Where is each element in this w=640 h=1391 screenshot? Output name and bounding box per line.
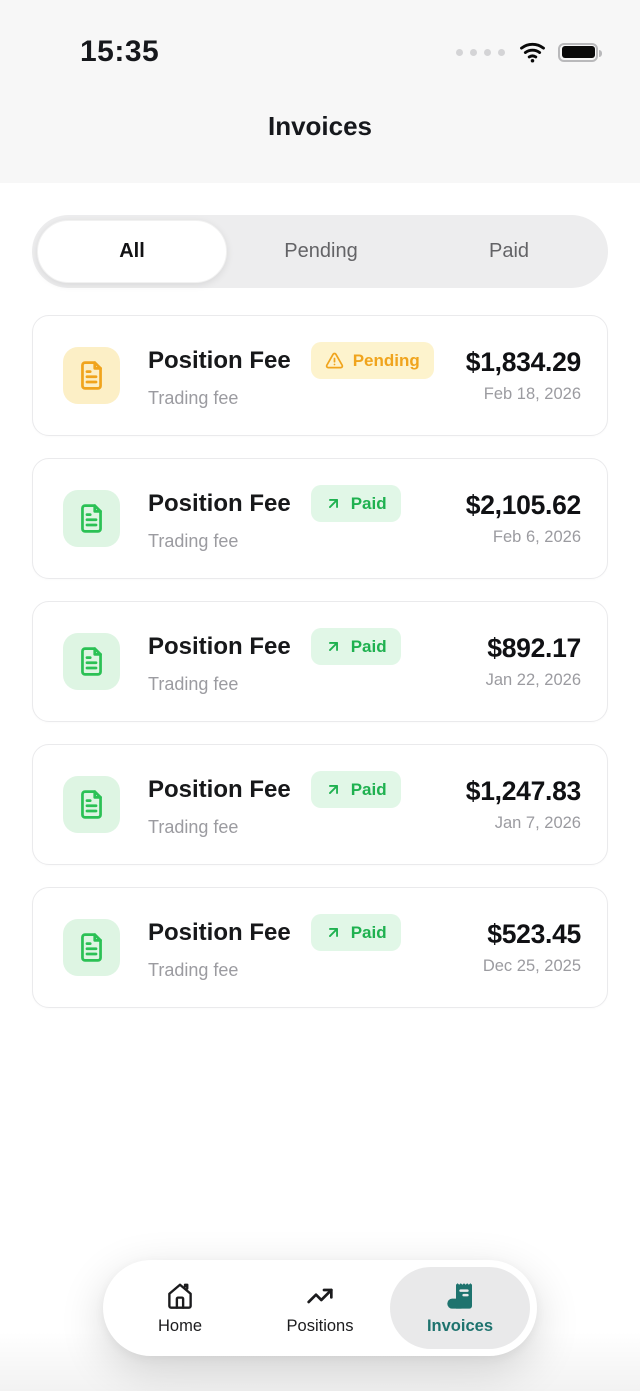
invoice-title: Position Fee <box>148 775 291 803</box>
clock: 15:35 <box>80 35 160 68</box>
invoice-date: Feb 6, 2026 <box>492 528 581 546</box>
file-text-icon <box>81 647 102 676</box>
invoice-main: Position Fee Paid Trading fee <box>148 628 458 695</box>
invoice-icon-box <box>63 919 120 976</box>
invoice-date: Jan 7, 2026 <box>494 814 581 832</box>
invoice-subtitle: Trading fee <box>148 388 239 408</box>
status-badge-label: Paid <box>350 779 387 799</box>
signal-dots-icon <box>456 48 505 56</box>
status-bar: 15:35 <box>0 0 640 76</box>
status-badge: Paid <box>310 485 401 522</box>
invoice-main: Position Fee Paid Trading fee <box>148 914 455 981</box>
invoice-subtitle: Trading fee <box>148 960 239 980</box>
nav-item-home[interactable]: Home <box>110 1267 250 1349</box>
invoice-amount: $2,105.62 <box>465 490 582 520</box>
top-section: 15:35 Invoices <box>0 0 640 183</box>
invoice-title: Position Fee <box>148 346 291 374</box>
warning-icon <box>325 352 343 369</box>
invoice-date: Jan 22, 2026 <box>485 671 581 689</box>
invoice-amount-block: $892.17 Jan 22, 2026 <box>485 633 582 690</box>
nav-item-label: Positions <box>286 1317 354 1335</box>
invoice-subtitle: Trading fee <box>148 531 239 551</box>
arrow-up-right-icon <box>328 642 338 651</box>
status-icons <box>456 41 602 63</box>
status-badge: Paid <box>310 628 401 665</box>
nav-item-invoices[interactable]: Invoices <box>390 1267 530 1349</box>
battery-icon <box>558 42 602 62</box>
home-icon <box>165 1280 195 1312</box>
invoice-date: Feb 18, 2026 <box>483 385 581 403</box>
tab-all[interactable]: All <box>37 220 227 283</box>
invoice-amount: $523.45 <box>487 919 581 949</box>
status-badge: Paid <box>310 771 401 808</box>
invoice-card[interactable]: Position Fee Pending Trading fee $1,834.… <box>32 315 608 436</box>
file-text-icon <box>81 504 102 533</box>
nav-item-label: Invoices <box>426 1317 494 1335</box>
invoice-amount-block: $1,247.83 Jan 7, 2026 <box>465 776 582 833</box>
arrow-up-right-icon <box>328 499 338 508</box>
receipt-icon <box>444 1280 476 1312</box>
invoice-amount-block: $1,834.29 Feb 18, 2026 <box>465 347 582 404</box>
status-badge-label: Pending <box>352 350 420 370</box>
arrow-up-right-icon <box>328 785 338 794</box>
nav-item-positions[interactable]: Positions <box>250 1267 390 1349</box>
file-text-icon <box>81 933 102 962</box>
invoice-amount-block: $2,105.62 Feb 6, 2026 <box>465 490 582 547</box>
invoice-title: Position Fee <box>148 632 291 660</box>
invoice-main: Position Fee Pending Trading fee <box>148 342 438 409</box>
trending-up-icon <box>304 1280 336 1312</box>
invoice-card[interactable]: Position Fee Paid Trading fee $2,105.62 … <box>32 458 608 579</box>
invoice-icon-box <box>63 347 120 404</box>
status-badge: Paid <box>310 914 401 951</box>
invoice-main: Position Fee Paid Trading fee <box>148 771 438 838</box>
invoice-amount-block: $523.45 Dec 25, 2025 <box>483 919 581 976</box>
status-badge-label: Paid <box>350 636 387 656</box>
invoice-date: Dec 25, 2025 <box>482 957 581 975</box>
invoice-card[interactable]: Position Fee Paid Trading fee $892.17 Ja… <box>32 601 608 722</box>
status-badge-label: Paid <box>350 493 387 513</box>
status-badge: Pending <box>310 342 434 379</box>
invoice-list: Position Fee Pending Trading fee $1,834.… <box>32 315 608 1008</box>
invoice-amount: $1,834.29 <box>465 347 582 377</box>
filter-tabs: All Pending Paid <box>32 215 608 288</box>
invoice-icon-box <box>63 633 120 690</box>
invoice-title: Position Fee <box>148 918 291 946</box>
nav-item-label: Home <box>157 1317 202 1335</box>
invoice-icon-box <box>63 776 120 833</box>
invoice-card[interactable]: Position Fee Paid Trading fee $1,247.83 … <box>32 744 608 865</box>
file-text-icon <box>81 790 102 819</box>
invoice-amount: $892.17 <box>487 633 581 663</box>
status-badge-label: Paid <box>350 922 387 942</box>
file-text-icon <box>81 361 102 390</box>
arrow-up-right-icon <box>328 928 338 937</box>
wifi-icon <box>519 41 546 63</box>
invoice-title: Position Fee <box>148 489 291 517</box>
tab-pending[interactable]: Pending <box>227 220 415 283</box>
bottom-nav: Home Positions Invoices <box>103 1260 537 1356</box>
invoice-icon-box <box>63 490 120 547</box>
invoice-amount: $1,247.83 <box>465 776 582 806</box>
tab-paid[interactable]: Paid <box>415 220 603 283</box>
invoice-subtitle: Trading fee <box>148 817 239 837</box>
page-title: Invoices <box>267 111 373 141</box>
invoice-card[interactable]: Position Fee Paid Trading fee $523.45 De… <box>32 887 608 1008</box>
invoice-subtitle: Trading fee <box>148 674 239 694</box>
invoice-main: Position Fee Paid Trading fee <box>148 485 438 552</box>
